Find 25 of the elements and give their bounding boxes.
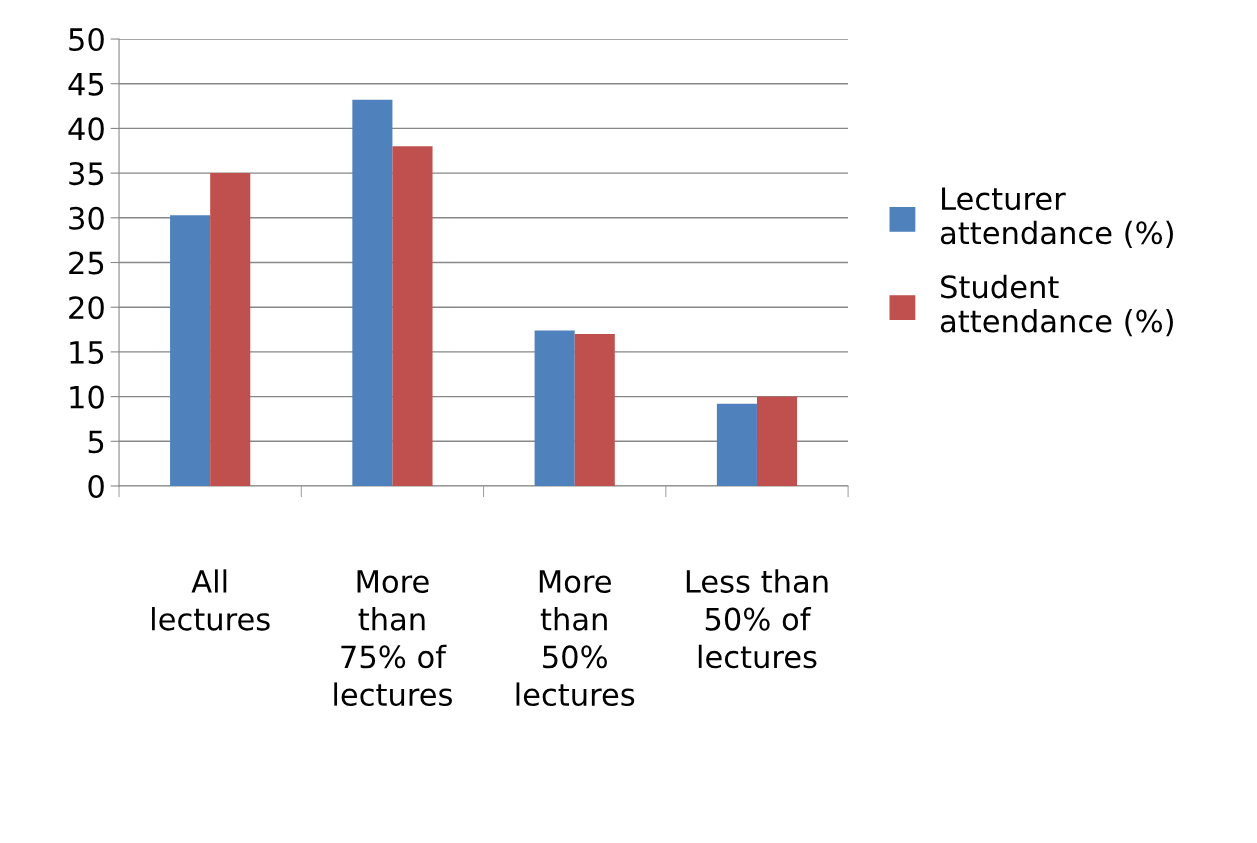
y-tick-label: 5	[88, 430, 104, 454]
y-tick-label: 10	[70, 385, 104, 409]
bar	[210, 173, 251, 486]
y-tick-label: 0	[88, 474, 104, 499]
bar	[352, 99, 393, 486]
bar	[170, 215, 211, 486]
bar	[716, 403, 757, 486]
legend-label: Lecturer attendance (%)	[940, 187, 1173, 248]
y-tick-label: 25	[69, 251, 104, 275]
y-tick-label: 15	[70, 341, 104, 364]
x-tick-label: Less than 50% of lectures	[686, 569, 828, 669]
y-tick-label: 50	[69, 27, 104, 52]
bar	[574, 334, 615, 486]
y-tick-label: 20	[69, 296, 104, 320]
y-tick-label: 40	[68, 117, 104, 141]
bar	[756, 396, 798, 486]
bar	[392, 146, 433, 486]
y-tick-label: 35	[69, 162, 104, 186]
x-tick-label: All lectures	[152, 569, 270, 631]
y-tick-label: 45	[68, 73, 104, 96]
bar	[534, 330, 575, 486]
x-tick-label: More than 75% of lectures	[334, 570, 452, 707]
x-tick-label: More than 50% lectures	[516, 570, 635, 707]
y-tick-label: 30	[69, 206, 104, 230]
legend-label: Student attendance (%)	[940, 274, 1173, 337]
